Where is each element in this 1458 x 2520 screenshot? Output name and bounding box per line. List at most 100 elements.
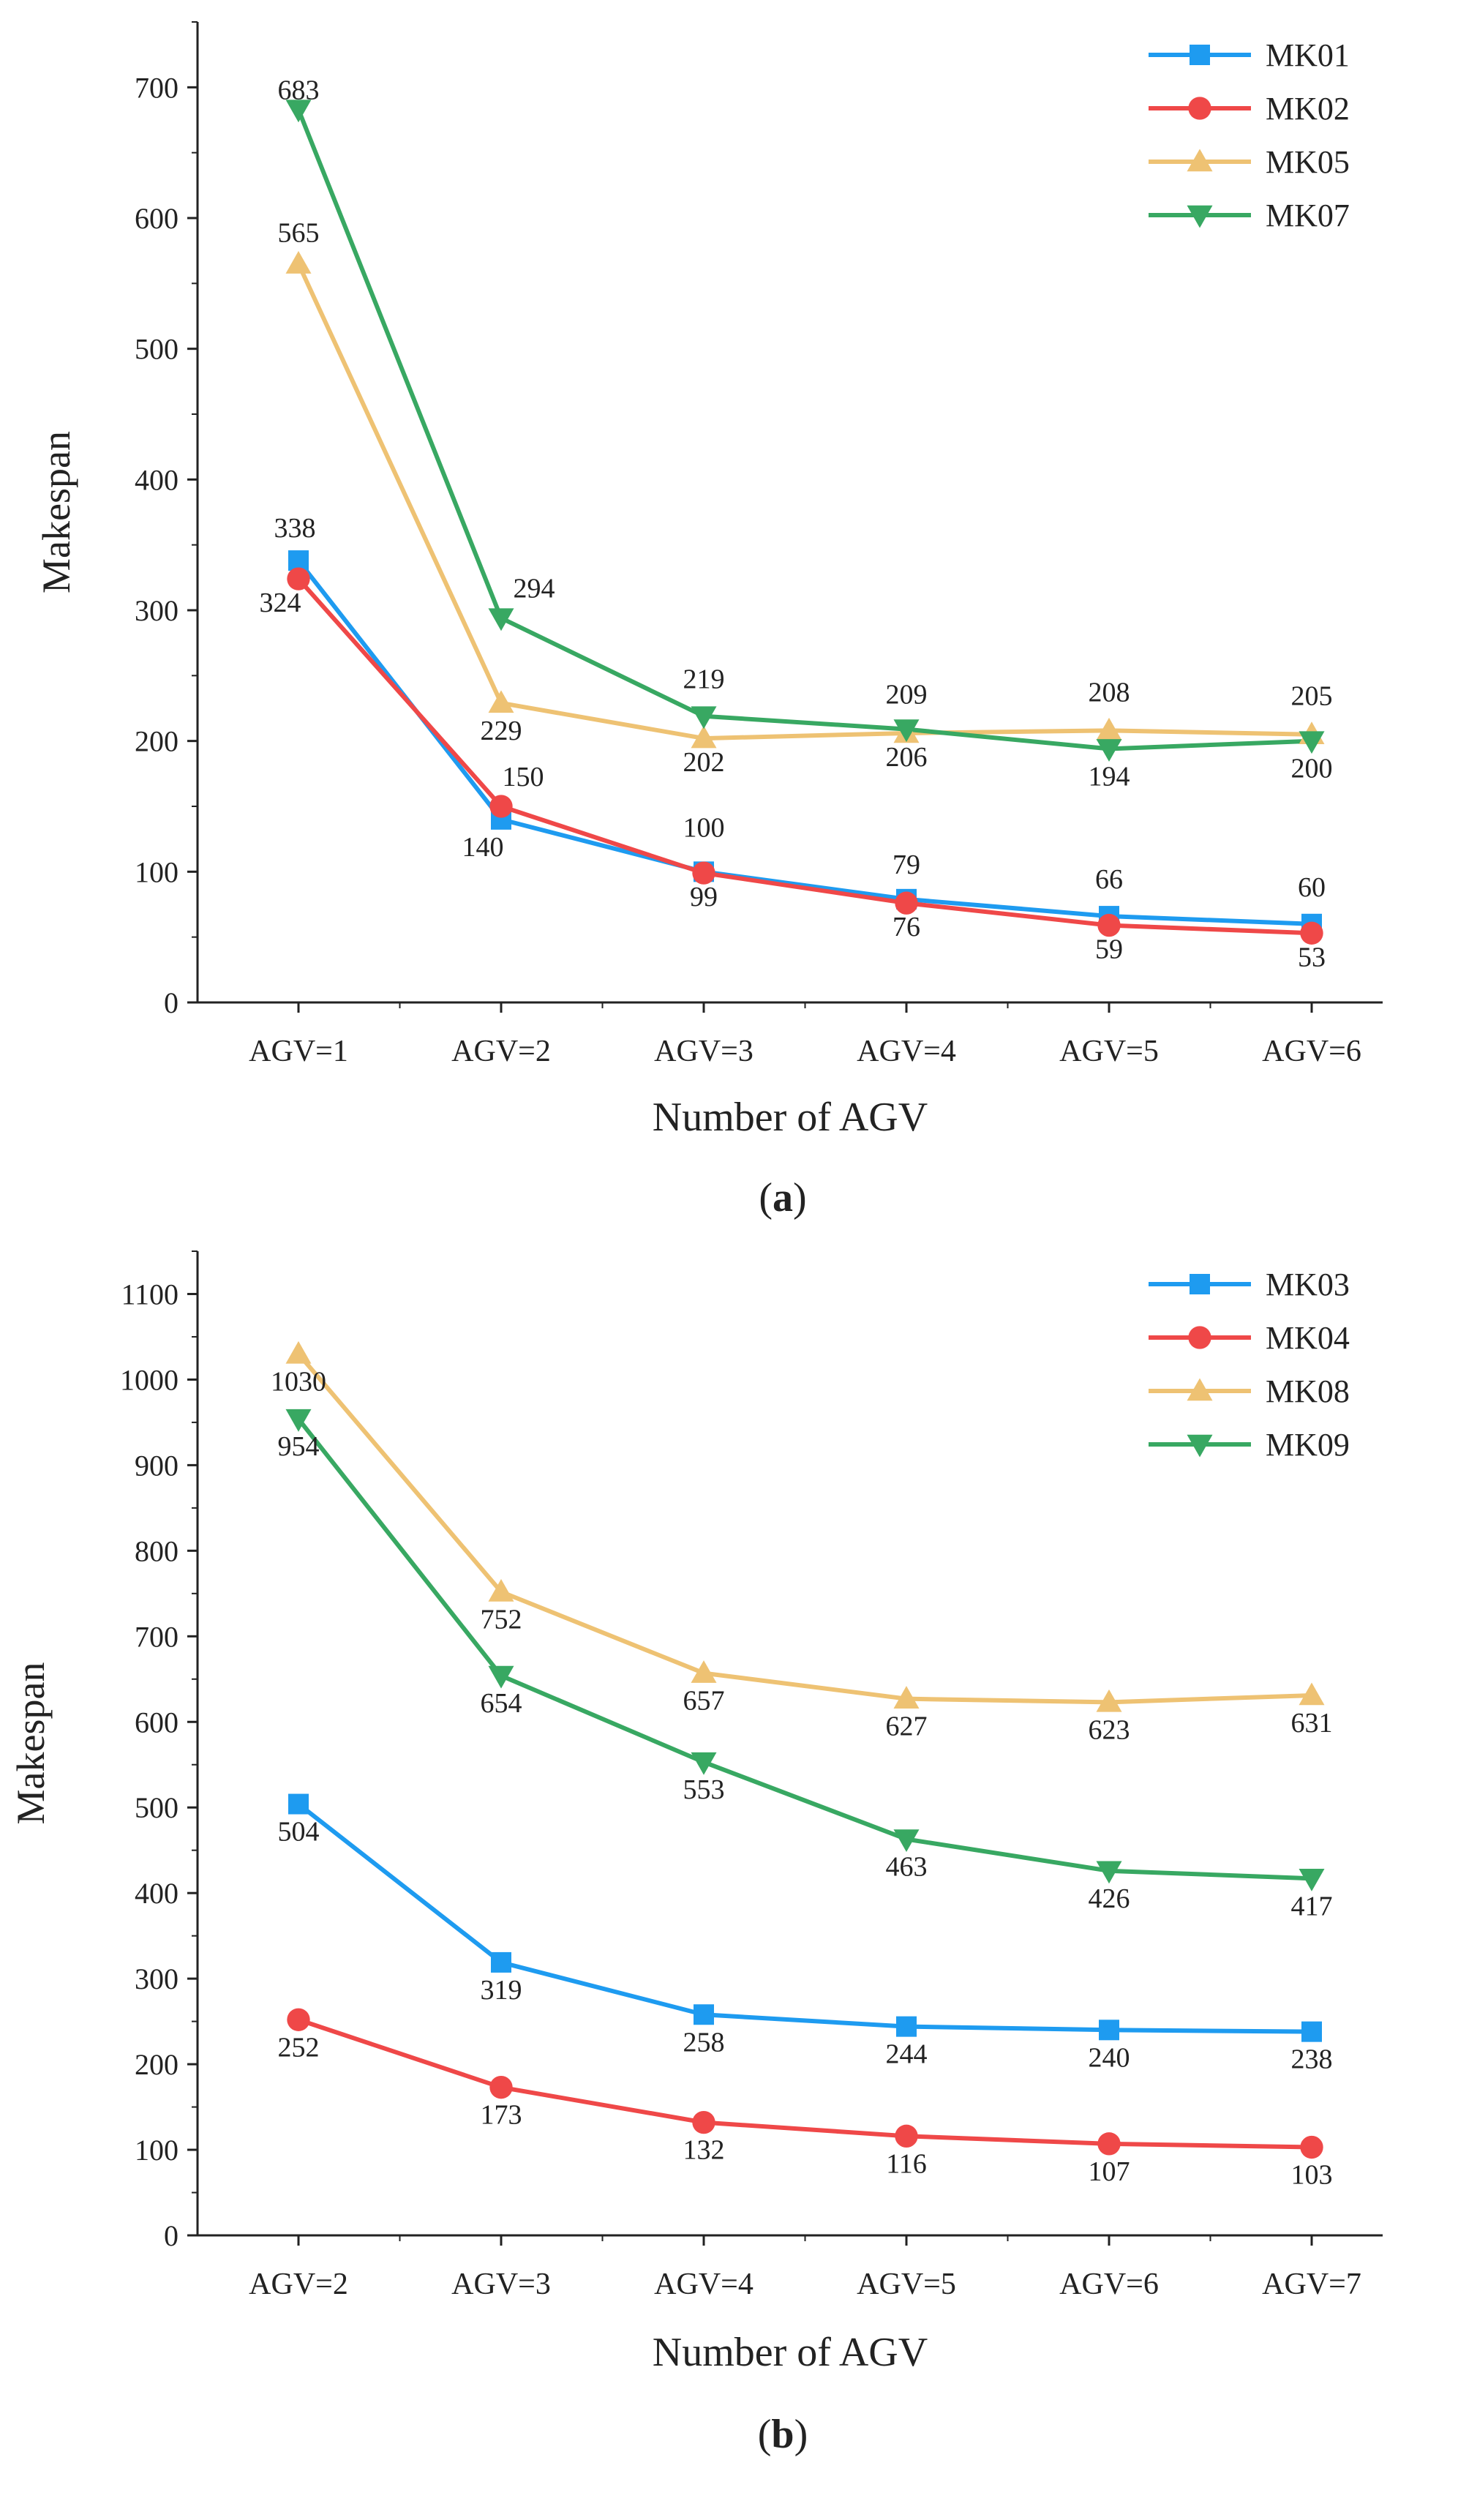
- legend-label: MK03: [1266, 1267, 1350, 1302]
- data-point-MK08: [488, 1578, 514, 1602]
- data-point-MK07: [488, 608, 514, 631]
- x-tick-label: AGV=4: [857, 1035, 956, 1068]
- y-tick-label: 200: [135, 2048, 179, 2081]
- series-line-MK08: [296, 1352, 1312, 1705]
- x-tick-label: AGV=5: [857, 2268, 956, 2301]
- legend-marker: [1188, 1326, 1211, 1349]
- data-point-MK08: [285, 1340, 312, 1364]
- y-tick-label: 400: [135, 1877, 179, 1910]
- data-label-MK03: 240: [1089, 2042, 1130, 2073]
- panel-label: (b): [758, 2412, 808, 2457]
- data-point-MK03: [896, 2016, 917, 2037]
- data-point-MK09: [1096, 1861, 1122, 1884]
- legend-marker: [1187, 1434, 1213, 1458]
- series-line-MK05: [296, 263, 1312, 741]
- data-label-MK08: 657: [683, 1686, 725, 1717]
- data-label-MK07: 200: [1291, 754, 1333, 784]
- legend-label: MK09: [1266, 1427, 1350, 1463]
- data-label-MK02: 150: [503, 762, 544, 792]
- data-label-MK04: 252: [278, 2032, 320, 2063]
- data-point-MK05: [691, 725, 717, 749]
- data-point-MK09: [691, 1752, 717, 1775]
- y-tick-label: 500: [135, 333, 179, 366]
- y-tick-label: 0: [164, 2219, 179, 2252]
- x-tick-label: AGV=6: [1059, 2268, 1159, 2301]
- legend-marker: [1187, 205, 1213, 228]
- data-label-MK05: 206: [886, 742, 928, 773]
- data-point-MK07: [285, 100, 312, 123]
- y-tick-label: 100: [135, 855, 179, 888]
- data-label-MK09: 954: [278, 1431, 320, 1462]
- data-label-MK01: 100: [683, 812, 725, 843]
- x-tick-label: AGV=2: [451, 1035, 551, 1068]
- legend-label: MK08: [1266, 1373, 1350, 1409]
- data-label-MK08: 752: [481, 1604, 522, 1635]
- y-tick-label: 0: [164, 986, 179, 1019]
- legend-label: MK02: [1266, 91, 1350, 127]
- data-point-MK02: [692, 861, 715, 885]
- data-point-MK09: [285, 1409, 312, 1432]
- data-label-MK09: 654: [481, 1688, 522, 1719]
- x-tick-label: AGV=1: [249, 1035, 348, 1068]
- y-tick-label: 500: [135, 1791, 179, 1824]
- data-label-MK01: 66: [1095, 864, 1123, 895]
- data-label-MK08: 627: [886, 1711, 928, 1742]
- legend-marker: [1190, 1274, 1210, 1294]
- data-point-MK08: [691, 1660, 717, 1683]
- y-tick-label: 1100: [121, 1278, 179, 1310]
- data-point-MK09: [488, 1665, 514, 1689]
- series-line-MK02: [296, 577, 1312, 936]
- data-label-MK02: 76: [893, 912, 920, 942]
- data-point-MK02: [1097, 913, 1121, 937]
- y-tick-label: 700: [135, 1620, 179, 1653]
- data-label-MK07: 194: [1089, 761, 1130, 792]
- data-label-MK05: 205: [1291, 681, 1333, 712]
- data-point-MK04: [692, 2110, 715, 2134]
- data-point-MK03: [1099, 2020, 1119, 2041]
- data-label-MK03: 238: [1291, 2044, 1333, 2075]
- legend-label: MK04: [1266, 1320, 1350, 1356]
- y-tick-label: 700: [135, 71, 179, 104]
- x-tick-label: AGV=3: [451, 2268, 551, 2301]
- data-label-MK02: 99: [690, 882, 718, 912]
- data-label-MK09: 463: [886, 1851, 928, 1882]
- chart-panel-b: 0 100 200 300 400 500 600 700 800 900 1000 1100 AGV=…: [9, 1250, 1383, 2457]
- data-label-MK04: 103: [1291, 2160, 1333, 2191]
- series-line-MK09: [296, 1417, 1312, 1881]
- x-tick-label: AGV=6: [1262, 1035, 1361, 1068]
- panel-label: (a): [759, 1175, 806, 1220]
- data-label-MK08: 1030: [271, 1366, 326, 1397]
- y-axis-title: Makespan: [34, 431, 78, 593]
- data-point-MK04: [287, 2008, 310, 2031]
- data-point-MK04: [1097, 2132, 1121, 2156]
- data-point-MK02: [895, 891, 918, 915]
- data-point-MK05: [285, 251, 312, 274]
- data-label-MK03: 319: [481, 1975, 522, 2006]
- data-label-MK07: 683: [278, 75, 320, 106]
- data-label-MK07: 209: [886, 680, 928, 710]
- x-tick-label: AGV=7: [1262, 2268, 1361, 2301]
- data-point-MK07: [691, 706, 717, 730]
- x-tick-label: AGV=3: [654, 1035, 754, 1068]
- y-tick-label: 900: [135, 1449, 179, 1482]
- data-point-MK03: [694, 2004, 714, 2025]
- y-tick-label: 600: [135, 202, 179, 235]
- data-point-MK09: [1299, 1868, 1325, 1891]
- data-label-MK01: 140: [462, 832, 504, 863]
- legend-label: MK05: [1266, 144, 1350, 180]
- data-point-MK04: [895, 2124, 918, 2148]
- data-label-MK07: 294: [514, 574, 555, 604]
- data-point-MK09: [893, 1829, 920, 1852]
- legend-marker: [1190, 45, 1210, 65]
- data-label-MK07: 219: [683, 664, 725, 695]
- data-point-MK03: [1301, 2021, 1322, 2042]
- data-label-MK04: 116: [886, 2148, 927, 2179]
- x-axis-title: Number of AGV: [653, 1095, 928, 1140]
- series-line-MK04: [298, 2017, 1312, 2150]
- legend-label: MK01: [1266, 37, 1350, 73]
- data-label-MK01: 338: [274, 513, 316, 544]
- data-point-MK02: [1300, 921, 1323, 945]
- data-point-MK04: [489, 2075, 513, 2099]
- data-label-MK02: 53: [1298, 942, 1326, 972]
- series-line-MK01: [296, 559, 1312, 926]
